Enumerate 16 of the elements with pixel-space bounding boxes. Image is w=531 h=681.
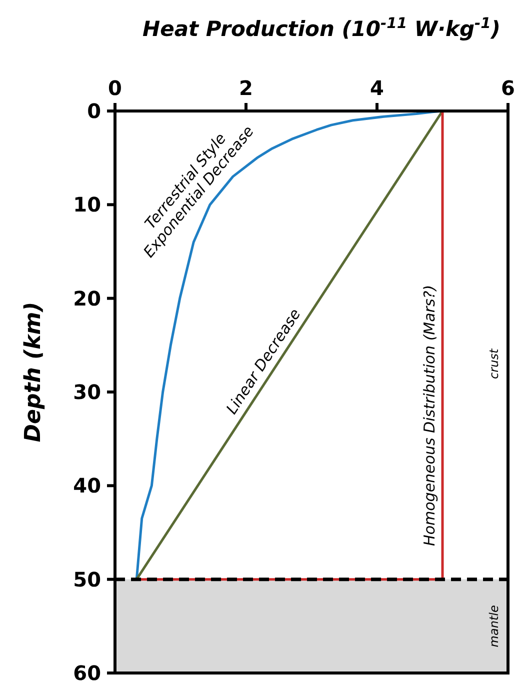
x-axis-title: Heat Production (10$^{-11}$ W·kg$^{-1}$) — [142, 14, 500, 41]
y-tick-label: 10 — [73, 192, 101, 217]
y-tick-label: 60 — [73, 661, 101, 681]
x-tick-label: 0 — [108, 76, 122, 100]
x-tick-label: 2 — [239, 76, 253, 100]
x-tick-label: 6 — [501, 76, 515, 100]
text: Homogeneous Distribution (Mars?) — [420, 284, 438, 546]
x-tick-label: 4 — [370, 76, 384, 100]
y-tick-label: 0 — [87, 99, 101, 123]
y-tick-label: 30 — [73, 380, 101, 404]
y-axis-title: Depth (km) — [21, 302, 46, 442]
y-tick-label: 20 — [73, 286, 101, 310]
band-label: mantle — [487, 605, 501, 648]
annotation: crust — [487, 348, 501, 379]
y-tick-label: 40 — [73, 474, 101, 498]
y-tick-label: 50 — [73, 567, 101, 592]
